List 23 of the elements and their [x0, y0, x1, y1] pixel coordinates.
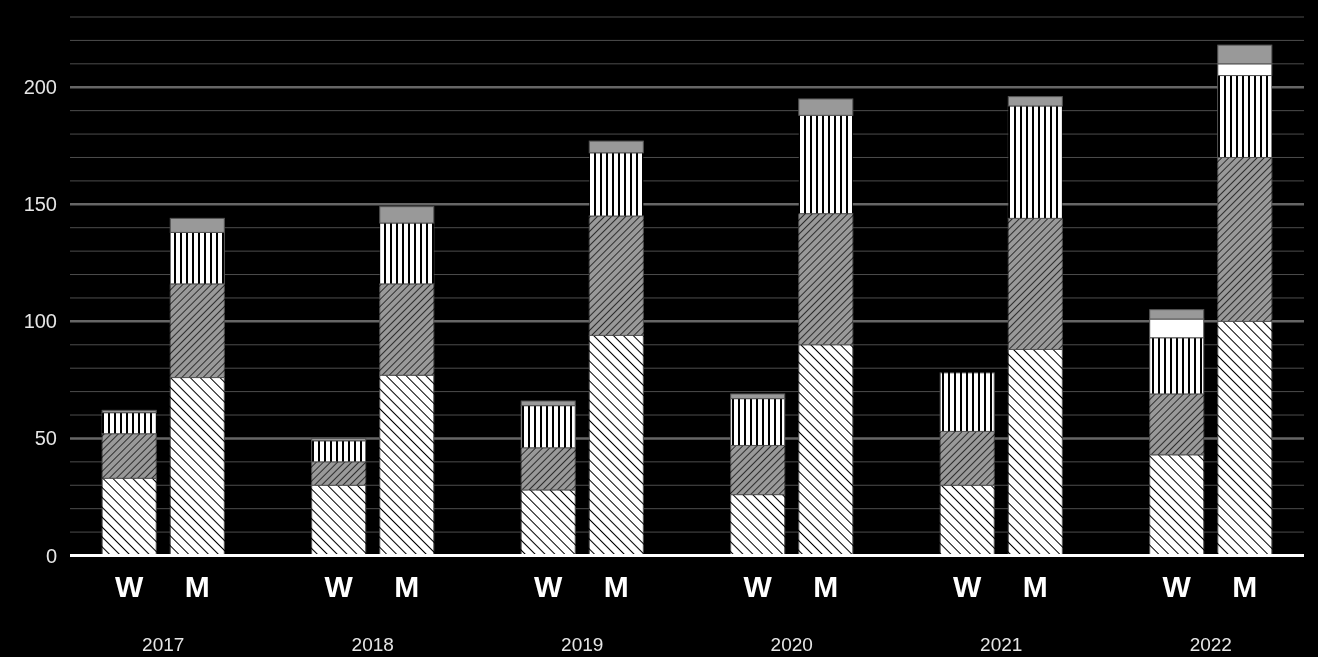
text: 2021 — [980, 634, 1023, 655]
y-tick-label: 100 — [23, 310, 57, 333]
text: 2019 — [561, 634, 604, 655]
x-tick-label: W — [324, 570, 354, 603]
x-tick-label: W — [1162, 570, 1192, 603]
x-tick-label: M — [184, 570, 210, 603]
y-tick-label: 0 — [45, 544, 57, 567]
x-tick-label: M — [1022, 570, 1048, 603]
x-tick-label: W — [743, 570, 773, 603]
y-tick-label: 50 — [34, 427, 57, 450]
x-tick-label: W — [534, 570, 564, 603]
x-tick-label: M — [394, 570, 420, 603]
text: 2020 — [770, 634, 813, 655]
text: 2018 — [351, 634, 394, 655]
x-tick-label: W — [115, 570, 145, 603]
text: 2017 — [142, 634, 185, 655]
x-tick-label: M — [813, 570, 839, 603]
x-tick-label: M — [1232, 570, 1258, 603]
x-tick-label: W — [953, 570, 983, 603]
y-tick-label: 200 — [23, 76, 57, 99]
text: 2022 — [1189, 634, 1232, 655]
y-tick-label: 150 — [23, 193, 57, 216]
x-tick-label: M — [603, 570, 629, 603]
